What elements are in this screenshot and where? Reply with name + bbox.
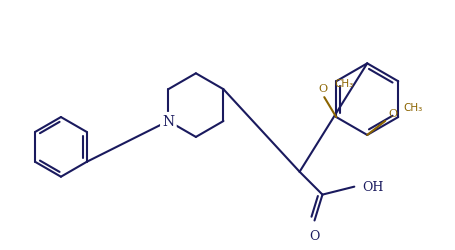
Text: N: N	[162, 114, 174, 128]
Text: N: N	[162, 114, 174, 128]
Text: O: O	[308, 230, 319, 242]
Text: CH₃: CH₃	[334, 79, 353, 89]
Text: OH: OH	[361, 180, 383, 194]
Text: O: O	[387, 108, 396, 118]
Text: CH₃: CH₃	[402, 103, 421, 113]
Text: O: O	[318, 84, 327, 94]
